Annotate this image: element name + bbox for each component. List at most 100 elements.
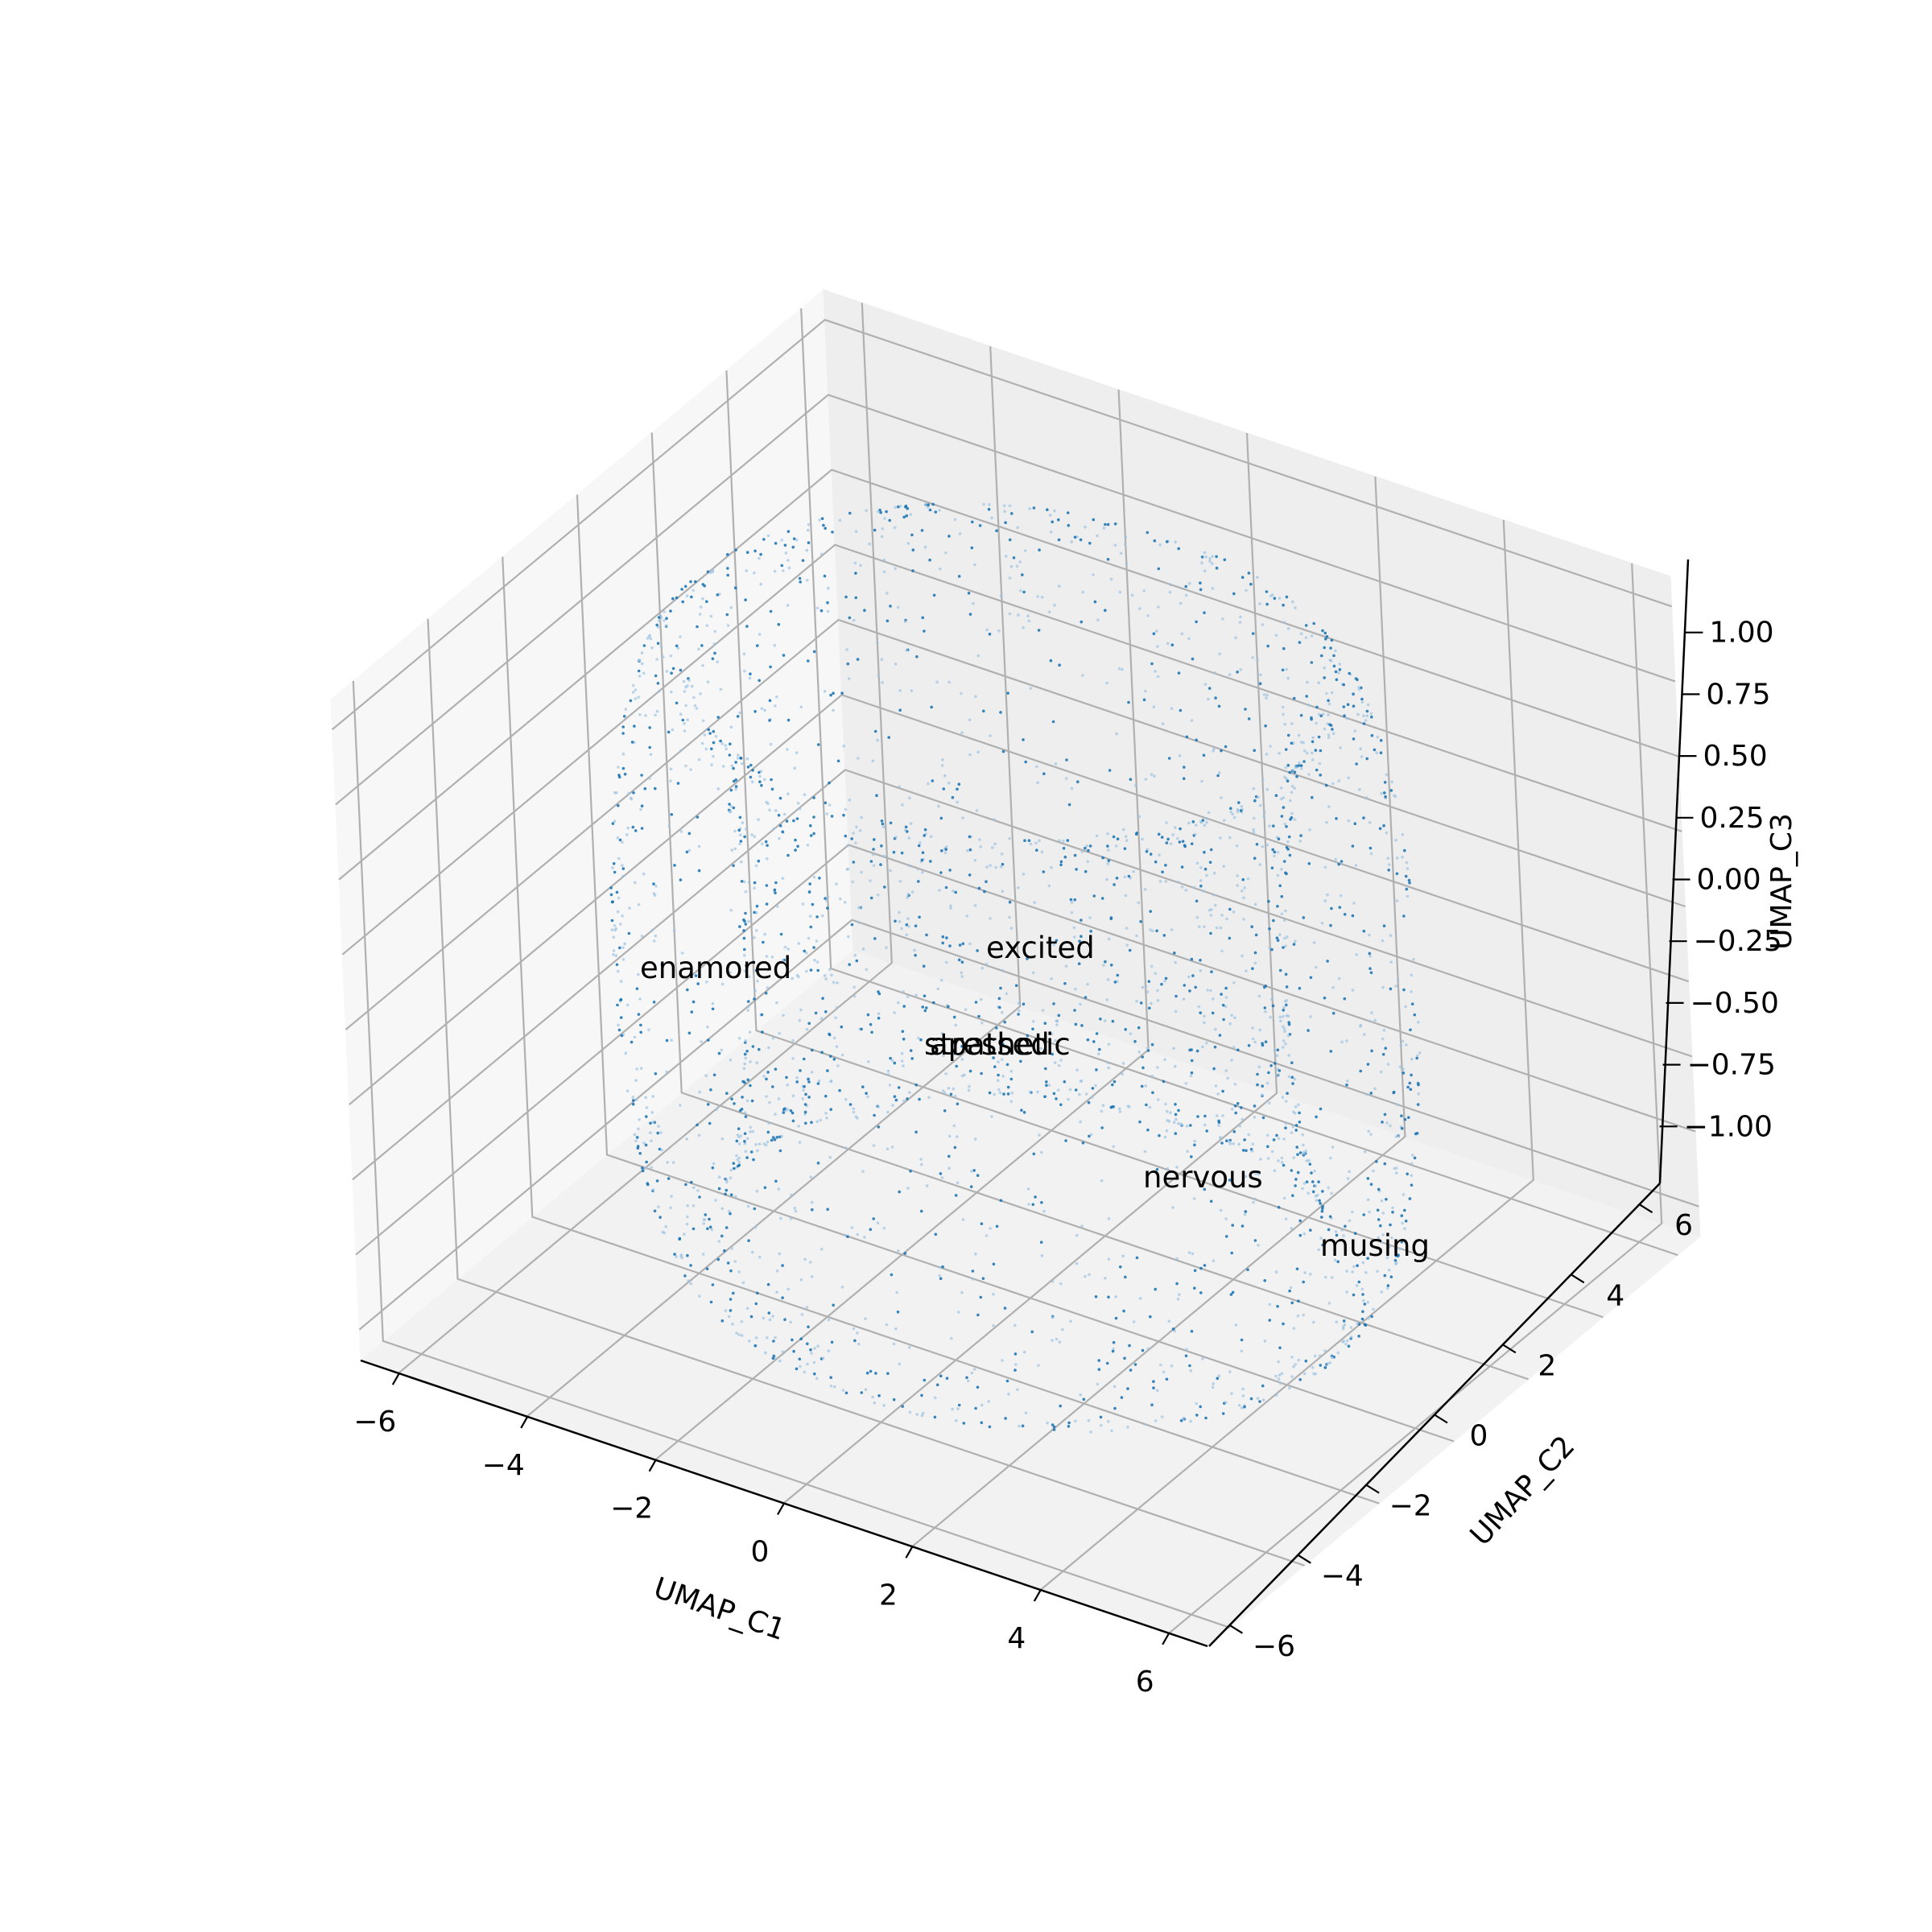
data-point (633, 1035, 637, 1039)
x-tick (648, 1459, 657, 1472)
data-point (1217, 704, 1221, 708)
data-point (980, 1403, 984, 1407)
data-point (1175, 1166, 1179, 1169)
data-point (1352, 692, 1355, 696)
data-point (1282, 1005, 1286, 1009)
z-tick-label: 0.50 (1703, 740, 1767, 773)
data-point (974, 1406, 977, 1410)
data-point (1409, 1028, 1412, 1032)
data-point (958, 532, 962, 535)
data-point (952, 890, 955, 893)
data-point (1032, 506, 1036, 510)
data-point (791, 545, 795, 549)
data-point (1365, 709, 1369, 713)
data-point (1360, 700, 1364, 704)
data-point (669, 609, 672, 613)
data-point (650, 929, 654, 932)
data-point (1019, 588, 1022, 592)
data-point (1211, 555, 1214, 558)
data-point (840, 1025, 844, 1029)
data-point (1199, 1405, 1202, 1409)
x-tick-label: 2 (879, 1579, 898, 1612)
data-point (848, 616, 852, 620)
data-point (1308, 828, 1311, 832)
data-point (1324, 783, 1328, 787)
data-point (1319, 774, 1322, 777)
data-point (1069, 942, 1073, 945)
data-point (696, 1123, 699, 1127)
data-point (1178, 1293, 1181, 1296)
data-point (743, 969, 747, 972)
data-point (1272, 1138, 1276, 1141)
data-point (1276, 905, 1279, 908)
data-point (811, 1048, 814, 1052)
data-point (1345, 1290, 1348, 1294)
data-point (1067, 803, 1071, 807)
data-point (737, 1142, 741, 1146)
data-point (1251, 1142, 1255, 1146)
data-point (863, 609, 866, 612)
data-point (785, 819, 789, 823)
data-point (621, 867, 625, 870)
data-point (807, 1325, 810, 1329)
data-point (850, 837, 853, 840)
data-point (906, 830, 909, 833)
data-point (1054, 762, 1058, 766)
data-point (749, 775, 753, 779)
data-point (1263, 1340, 1267, 1343)
data-point (1370, 733, 1374, 737)
data-point (893, 1061, 897, 1065)
data-point (613, 791, 617, 795)
data-point (1212, 1382, 1215, 1385)
data-point (1212, 871, 1216, 875)
data-point (821, 997, 824, 1000)
data-point (755, 911, 758, 914)
data-point (614, 954, 618, 957)
data-point (971, 1278, 975, 1281)
data-point (730, 764, 734, 768)
data-point (1295, 1267, 1299, 1271)
data-point (1283, 775, 1286, 779)
data-point (1363, 1033, 1366, 1036)
data-point (1201, 1357, 1204, 1360)
data-point (1037, 629, 1041, 632)
data-point (724, 1188, 729, 1192)
data-point (617, 969, 620, 973)
data-point (905, 514, 909, 518)
data-point (911, 569, 914, 572)
data-point (780, 564, 784, 568)
data-point (945, 1377, 949, 1380)
data-point (770, 787, 774, 791)
data-point (671, 597, 675, 601)
data-point (1302, 1232, 1307, 1236)
data-point (894, 836, 898, 839)
data-point (1307, 1029, 1310, 1032)
data-point (914, 993, 918, 997)
data-point (1253, 1104, 1257, 1108)
data-point (881, 527, 884, 530)
data-point (1234, 1323, 1238, 1327)
data-point (1314, 749, 1318, 752)
data-point (1188, 989, 1191, 993)
data-point (1261, 845, 1265, 848)
data-point (639, 807, 642, 811)
data-point (1286, 1034, 1290, 1038)
data-point (1254, 933, 1258, 937)
data-point (832, 708, 835, 712)
data-point (989, 864, 992, 867)
data-point (920, 529, 924, 532)
data-point (739, 757, 743, 760)
data-point (1408, 881, 1411, 885)
data-point (640, 651, 644, 654)
data-point (1158, 853, 1161, 857)
data-point (1352, 1293, 1356, 1297)
data-point (1287, 1075, 1291, 1079)
data-point (632, 683, 635, 687)
data-point (792, 1349, 795, 1353)
data-point (1190, 1059, 1194, 1063)
data-point (701, 719, 705, 723)
data-point (1381, 1233, 1385, 1236)
data-point (1184, 584, 1187, 588)
data-point (826, 1069, 829, 1072)
data-point (834, 1016, 837, 1020)
